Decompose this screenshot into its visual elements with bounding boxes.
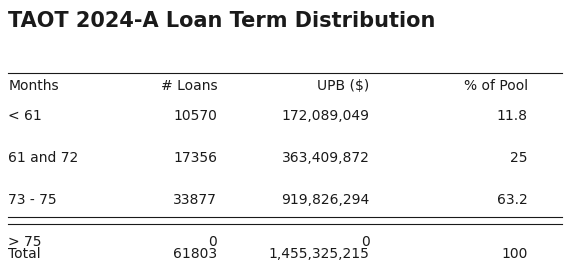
Text: # Loans: # Loans [161,79,217,93]
Text: 61 and 72: 61 and 72 [9,151,79,165]
Text: 1,455,325,215: 1,455,325,215 [269,247,370,261]
Text: 11.8: 11.8 [496,109,528,123]
Text: 63.2: 63.2 [497,193,528,207]
Text: < 61: < 61 [9,109,42,123]
Text: 0: 0 [209,235,217,249]
Text: Total: Total [9,247,41,261]
Text: 73 - 75: 73 - 75 [9,193,57,207]
Text: Months: Months [9,79,59,93]
Text: > 75: > 75 [9,235,42,249]
Text: TAOT 2024-A Loan Term Distribution: TAOT 2024-A Loan Term Distribution [9,11,436,31]
Text: 919,826,294: 919,826,294 [282,193,370,207]
Text: 100: 100 [502,247,528,261]
Text: 363,409,872: 363,409,872 [282,151,370,165]
Text: UPB ($): UPB ($) [317,79,370,93]
Text: 33877: 33877 [173,193,217,207]
Text: 172,089,049: 172,089,049 [282,109,370,123]
Text: 25: 25 [510,151,528,165]
Text: % of Pool: % of Pool [463,79,528,93]
Text: 17356: 17356 [173,151,217,165]
Text: 10570: 10570 [173,109,217,123]
Text: 61803: 61803 [173,247,217,261]
Text: 0: 0 [361,235,370,249]
